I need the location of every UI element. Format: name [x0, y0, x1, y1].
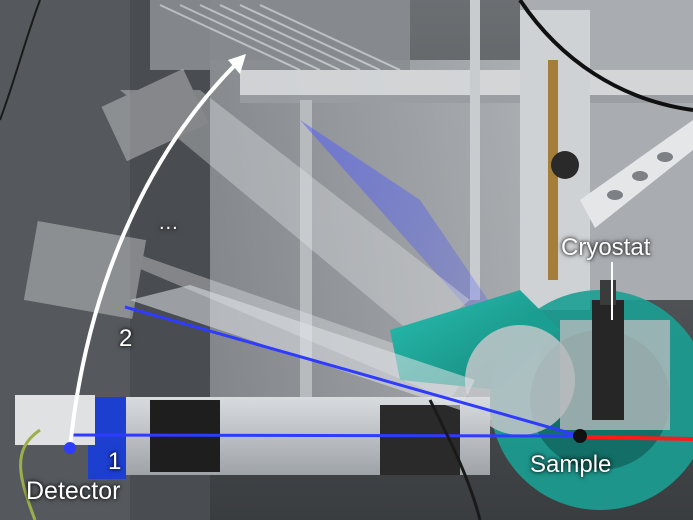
ellipsis-label: ... — [159, 212, 179, 234]
position-one-label: 1 — [108, 448, 122, 475]
second-arm — [130, 285, 475, 410]
arc-origin — [64, 442, 76, 454]
detector-label: Detector — [26, 477, 121, 505]
cryostat-label: Cryostat — [561, 234, 651, 261]
knob — [551, 151, 579, 179]
beam-position-one — [69, 433, 581, 438]
rotation-arc — [68, 60, 240, 449]
sample-point — [573, 429, 587, 443]
sample-label: Sample — [530, 451, 612, 478]
position-two-label: 2 — [119, 325, 133, 352]
detector-arm — [15, 395, 490, 479]
beam-position-two — [124, 305, 581, 438]
cryostat — [592, 262, 624, 420]
arc-arrowhead — [228, 54, 246, 74]
incident-beam — [579, 435, 693, 441]
slotted-bar — [580, 120, 693, 228]
